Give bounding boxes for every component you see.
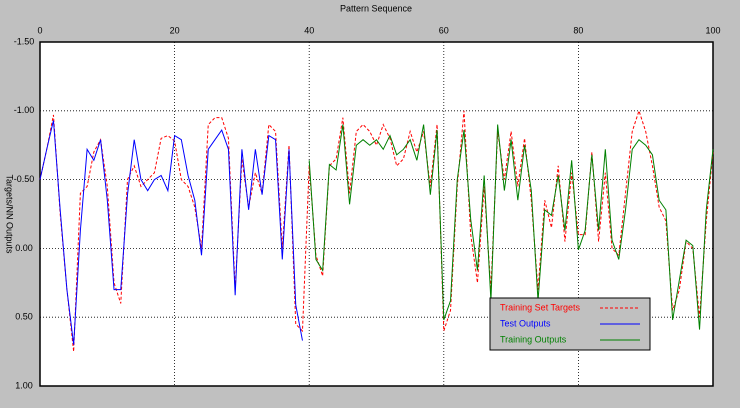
y-tick-label: 0.00: [15, 243, 33, 253]
series-line: [308, 124, 714, 330]
y-tick-label: 1.00: [15, 380, 33, 390]
x-tick-label: 80: [573, 25, 583, 35]
series-line: [39, 109, 714, 352]
y-tick-label: -1.50: [14, 36, 35, 46]
x-tick-label: 0: [37, 25, 42, 35]
y-tick-label: -1.00: [14, 105, 35, 115]
series-line: [39, 120, 303, 345]
x-tick-label: 100: [705, 25, 720, 35]
x-axis-title: Pattern Sequence: [340, 3, 412, 13]
y-tick-label: -0.50: [14, 174, 35, 184]
y-axis-title: Targets/NN Outputs: [5, 174, 15, 254]
y-tick-label: 0.50: [15, 312, 33, 322]
x-tick-label: 60: [439, 25, 449, 35]
legend-label: Training Outputs: [500, 334, 567, 344]
x-tick-label: 20: [170, 25, 180, 35]
x-tick-label: 40: [304, 25, 314, 35]
legend-label: Test Outputs: [500, 318, 551, 328]
legend-label: Training Set Targets: [500, 302, 581, 312]
